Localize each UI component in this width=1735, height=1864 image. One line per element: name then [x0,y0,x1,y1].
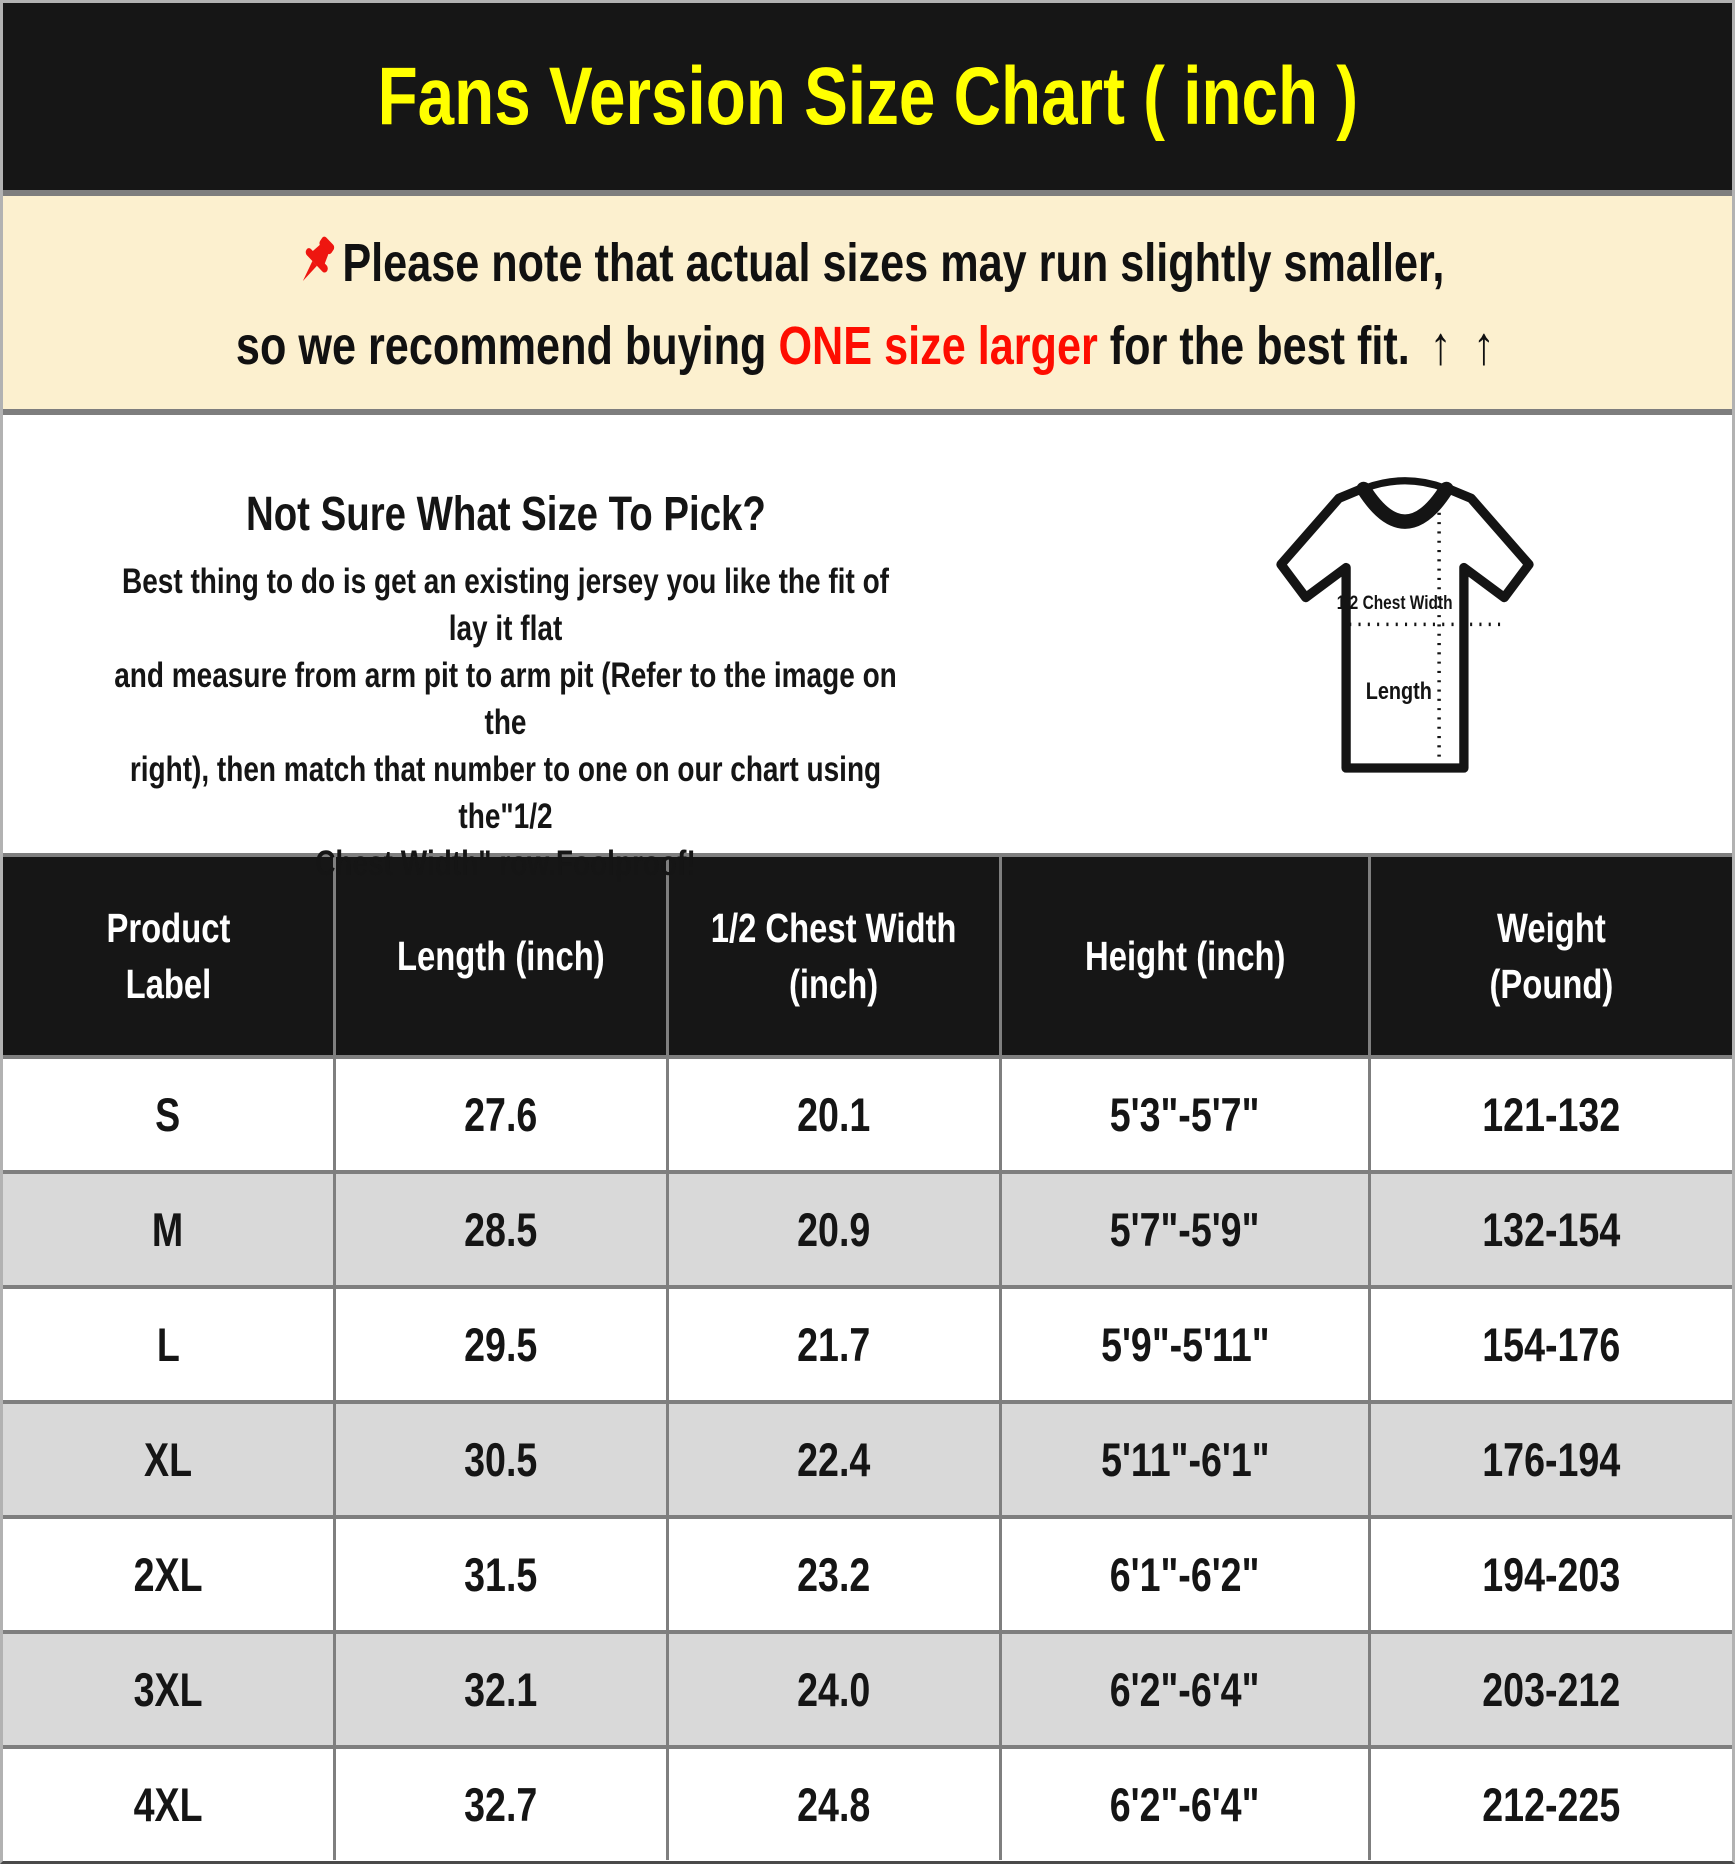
cell-height: 6'2"-6'4" [1002,1634,1368,1745]
cell-weight: 194-203 [1371,1519,1732,1630]
cell-length: 32.1 [336,1634,666,1745]
up-arrows-icon: ↑ ↑ [1429,315,1500,376]
note-line-1: Please note that actual sizes may run sl… [147,233,1589,295]
title-bar: Fans Version Size Chart ( inch ) [3,3,1732,190]
table-header-row: Product Label Length (inch) 1/2 Chest Wi… [3,857,1732,1055]
table-row-xl: XL 30.5 22.4 5'11"-6'1" 176-194 [3,1404,1732,1515]
note-text-2: so we recommend buying [235,315,779,376]
cell-length: 27.6 [336,1059,666,1170]
cell-chest: 21.7 [669,1289,999,1400]
header-product-label: Product Label [3,857,333,1055]
cell-length: 30.5 [336,1404,666,1515]
cell-weight: 176-194 [1371,1404,1732,1515]
table-row-s: S 27.6 20.1 5'3"-5'7" 121-132 [3,1059,1732,1170]
tshirt-measure-diagram: 1/2 Chest Width Length [1008,415,1732,853]
cell-height: 5'3"-5'7" [1002,1059,1368,1170]
cell-size: S [3,1059,333,1170]
tshirt-collar [1356,481,1454,529]
header-weight: Weight (Pound) [1371,857,1732,1055]
cell-height: 5'7"-5'9" [1002,1174,1368,1285]
note-text-1: Please note that actual sizes may run sl… [342,232,1445,293]
pushpin-icon [291,233,341,295]
cell-height: 5'11"-6'1" [1002,1404,1368,1515]
cell-weight: 121-132 [1371,1059,1732,1170]
note-line-2: so we recommend buying ONE size larger f… [78,319,1657,373]
header-length: Length (inch) [336,857,666,1055]
table-row-3xl: 3XL 32.1 24.0 6'2"-6'4" 203-212 [3,1634,1732,1745]
cell-weight: 154-176 [1371,1289,1732,1400]
cell-height: 6'2"-6'4" [1002,1749,1368,1860]
cell-chest: 22.4 [669,1404,999,1515]
page-title: Fans Version Size Chart ( inch ) [377,50,1358,142]
note-text-3: for the best fit. [1097,315,1422,376]
header-height: Height (inch) [1002,857,1368,1055]
note-line-2-text: so we recommend buying ONE size larger f… [236,319,1499,373]
table-row-2xl: 2XL 31.5 23.2 6'1"-6'2" 194-203 [3,1519,1732,1630]
length-label: Length [1366,678,1432,705]
cell-height: 6'1"-6'2" [1002,1519,1368,1630]
table-row-m: M 28.5 20.9 5'7"-5'9" 132-154 [3,1174,1732,1285]
size-guide-section: Not Sure What Size To Pick? Best thing t… [3,415,1732,883]
tshirt-backneck [1362,477,1448,492]
table-row-l: L 29.5 21.7 5'9"-5'11" 154-176 [3,1289,1732,1400]
divider [3,190,1732,196]
cell-size: 3XL [3,1634,333,1745]
cell-length: 32.7 [336,1749,666,1860]
size-table: Product Label Length (inch) 1/2 Chest Wi… [3,853,1732,1860]
cell-size: 4XL [3,1749,333,1860]
size-guide-body: Best thing to do is get an existing jers… [114,562,897,883]
cell-weight: 203-212 [1371,1634,1732,1745]
cell-length: 28.5 [336,1174,666,1285]
cell-size: L [3,1289,333,1400]
note-banner: Please note that actual sizes may run sl… [3,196,1732,409]
divider [3,409,1732,415]
note-line-1-text: Please note that actual sizes may run sl… [291,233,1444,295]
cell-height: 5'9"-5'11" [1002,1289,1368,1400]
cell-chest: 20.1 [669,1059,999,1170]
size-guide-text: Not Sure What Size To Pick? Best thing t… [3,415,1008,883]
cell-size: M [3,1174,333,1285]
tshirt-icon: 1/2 Chest Width Length [1276,477,1534,773]
header-chest-width: 1/2 Chest Width (inch) [669,857,999,1055]
cell-weight: 212-225 [1371,1749,1732,1860]
tshirt-outline [1276,483,1534,773]
cell-chest: 24.8 [669,1749,999,1860]
cell-chest: 23.2 [669,1519,999,1630]
note-highlight: ONE size larger [778,315,1098,376]
cell-size: 2XL [3,1519,333,1630]
cell-size: XL [3,1404,333,1515]
cell-chest: 24.0 [669,1634,999,1745]
chest-width-label: 1/2 Chest Width [1337,592,1453,614]
cell-length: 29.5 [336,1289,666,1400]
table-row-4xl: 4XL 32.7 24.8 6'2"-6'4" 212-225 [3,1749,1732,1860]
cell-weight: 132-154 [1371,1174,1732,1285]
size-guide-heading: Not Sure What Size To Pick? [245,488,766,541]
cell-chest: 20.9 [669,1174,999,1285]
cell-length: 31.5 [336,1519,666,1630]
